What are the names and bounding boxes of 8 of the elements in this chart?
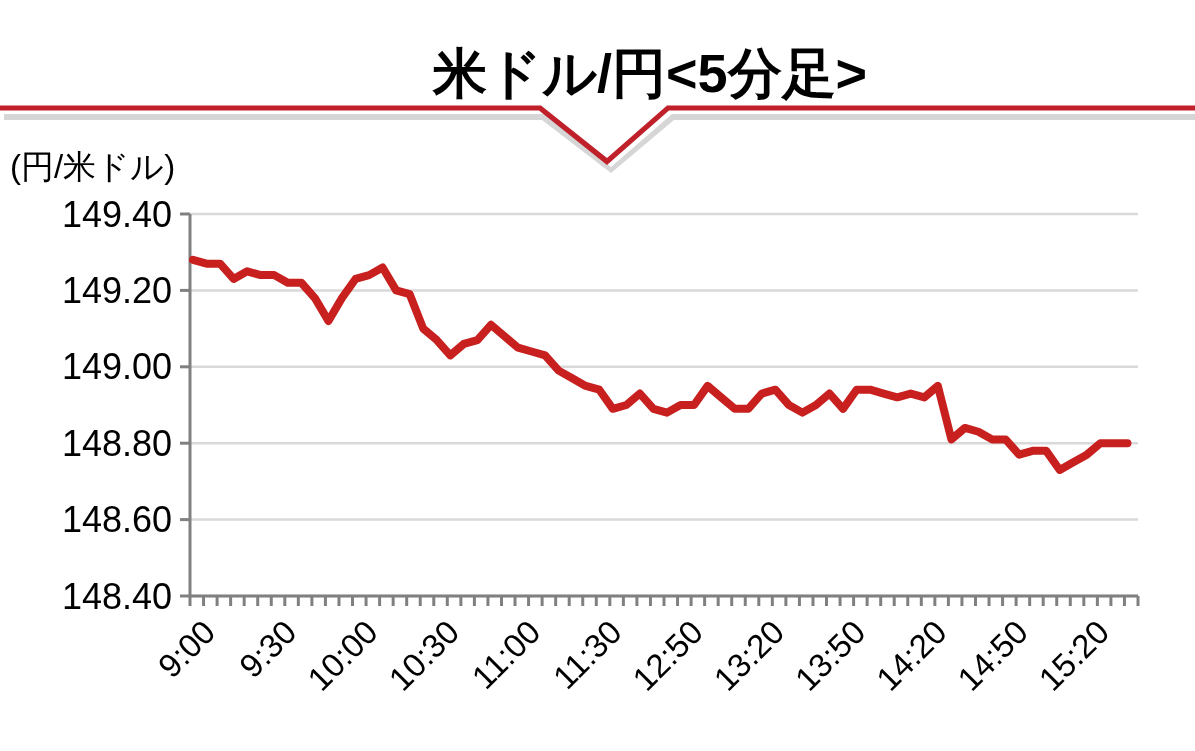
- chart-title: 米ドル/円<5分足>: [431, 43, 868, 103]
- y-tick-label: 148.80: [61, 422, 172, 464]
- y-tick-label: 149.40: [61, 193, 172, 235]
- y-tick-label: 148.60: [61, 499, 172, 541]
- y-axis-title: (円/米ドル): [10, 148, 176, 185]
- y-tick-label: 149.00: [61, 346, 172, 388]
- y-tick-label: 149.20: [61, 270, 172, 311]
- x-tick-label: 9:30: [231, 613, 304, 685]
